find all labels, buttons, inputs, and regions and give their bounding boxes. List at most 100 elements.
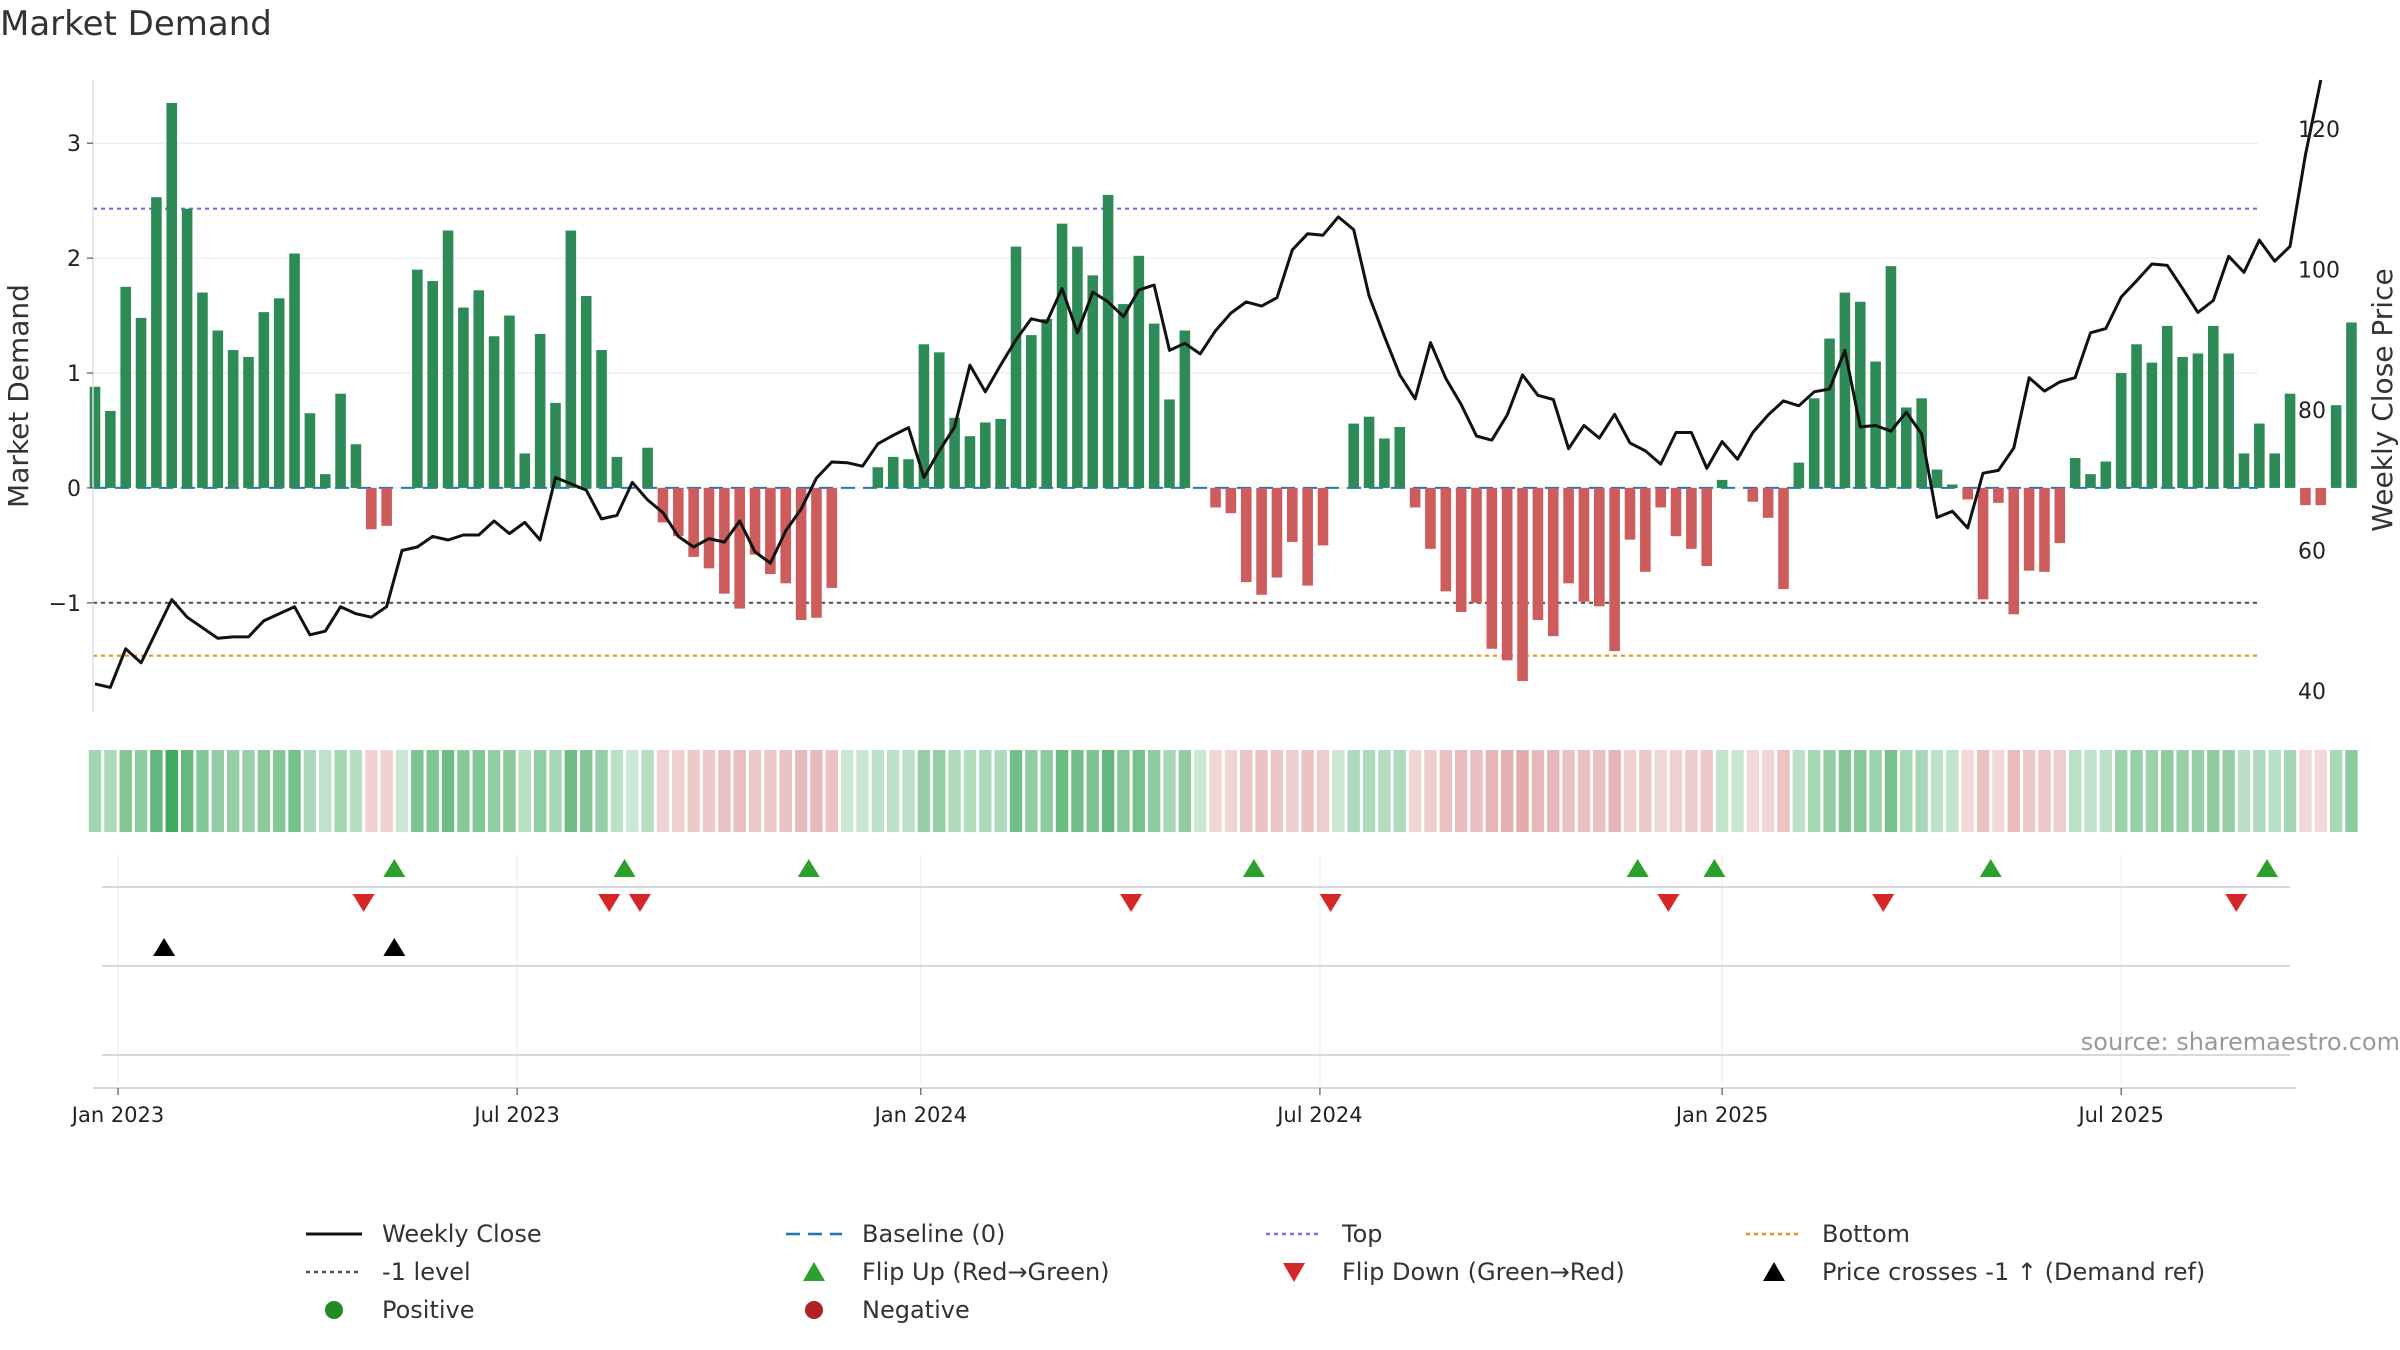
heat-cell: [2161, 750, 2174, 832]
flip-down-marker: [598, 894, 621, 912]
heat-cell: [365, 750, 378, 832]
positive-bar: [135, 317, 147, 488]
positive-bar: [212, 330, 224, 488]
heat-cell: [303, 750, 317, 832]
heat-cell: [1930, 750, 1944, 832]
heat-cell: [119, 750, 132, 832]
heat-cell: [1332, 750, 1345, 832]
positive-bar: [1947, 484, 1958, 488]
heat-cell: [549, 750, 562, 832]
negative-bar: [1762, 487, 1774, 518]
positive-bar: [903, 459, 914, 488]
heat-cell: [2022, 750, 2036, 832]
positive-bar: [1026, 335, 1037, 488]
reference-lines: [93, 207, 2258, 657]
heat-cell: [810, 750, 823, 832]
positive-bar: [1148, 323, 1160, 488]
negative-bar: [1977, 487, 1989, 600]
heat-cell: [180, 750, 194, 832]
negative-bar: [1440, 487, 1452, 592]
negative-bar: [734, 487, 745, 609]
heat-cell: [1976, 750, 1990, 832]
positive-bar: [289, 253, 300, 488]
heat-cell: [1101, 750, 1115, 832]
heat-cell: [2130, 750, 2143, 832]
demand-bars: [89, 102, 2357, 681]
positive-bar: [120, 286, 131, 488]
flip-up-marker: [1703, 859, 1726, 877]
legend-item: Bottom: [1740, 1217, 1910, 1251]
heat-cell: [779, 750, 792, 832]
positive-bar: [2177, 356, 2188, 488]
negative-bar: [1501, 487, 1513, 661]
heat-cell: [718, 750, 731, 832]
heat-cell: [2222, 750, 2235, 832]
heat-cell: [610, 750, 624, 832]
positive-bar: [642, 447, 653, 488]
positive-bar: [2208, 325, 2219, 488]
heat-cell: [2099, 750, 2113, 832]
positive-bar: [2192, 353, 2204, 488]
heat-cell: [1347, 750, 1360, 832]
heat-cell: [334, 750, 347, 832]
chart-canvas: −1 0 1 2 3 40 60 80 100 120 Market Demand Weekly Cl…: [2, 79, 2400, 1127]
heat-cell: [1470, 750, 1483, 832]
heat-cell: [411, 750, 424, 832]
negative-bar: [2300, 487, 2311, 506]
positive-bar: [1916, 398, 1927, 488]
legend-symbol: [805, 1301, 823, 1319]
heat-cell: [733, 750, 746, 832]
y2-tick-label: 60: [2298, 539, 2326, 564]
positive-bar: [872, 467, 884, 488]
positive-bar: [2146, 362, 2158, 488]
flip-up-marker: [613, 859, 636, 877]
legend-item: Flip Down (Green→Red): [1260, 1255, 1625, 1289]
heat-cell: [1761, 750, 1775, 832]
heat-cell: [288, 750, 301, 832]
negative-bar: [1425, 487, 1436, 549]
heat-cell: [1439, 750, 1452, 832]
heat-cell: [1915, 750, 1928, 832]
positive-bar: [1793, 462, 1805, 488]
legend-item: Baseline (0): [780, 1217, 1005, 1251]
chart-title: Market Demand: [0, 4, 272, 44]
negative-bar: [1655, 487, 1666, 508]
legend-circle-icon: [805, 1301, 823, 1319]
heat-cell: [1869, 750, 1882, 832]
heat-cell: [1055, 750, 1069, 832]
negative-bar: [1240, 487, 1252, 583]
heat-cell: [518, 750, 531, 832]
legend-symbol: [1266, 1232, 1322, 1236]
legend: Weekly Close Baseline (0) Top Bottom -1 leve…: [300, 1217, 2250, 1337]
x-axis: Jan 2023 Jul 2023 Jan 2024 Jul 2024 Jan 2025…: [70, 1087, 2296, 1127]
heat-cell: [580, 750, 593, 832]
heat-cell: [395, 750, 409, 832]
positive-bar: [2223, 353, 2234, 488]
heat-cell: [1117, 750, 1130, 832]
y-tick-label: 0: [67, 477, 81, 502]
y2-tick-label: 40: [2298, 680, 2326, 705]
weekly-close-line: [94, 79, 2323, 689]
legend-symbol: [1763, 1262, 1785, 1281]
flip-up-marker: [383, 859, 406, 877]
negative-bar: [1256, 487, 1267, 595]
heat-cell: [1025, 750, 1038, 832]
heat-cell: [2299, 750, 2312, 832]
positive-bar: [1839, 292, 1851, 488]
positive-bar: [1072, 246, 1083, 488]
negative-bar: [1547, 487, 1559, 637]
negative-bar: [1701, 487, 1713, 567]
positive-bar: [319, 474, 331, 488]
positive-bar: [2085, 474, 2096, 488]
legend-item: -1 level: [300, 1255, 471, 1289]
heat-cell: [902, 750, 915, 832]
heat-cell: [1746, 750, 1759, 832]
heat-cell: [1731, 750, 1744, 832]
heat-cell: [1224, 750, 1238, 832]
positive-bar: [1010, 246, 1022, 488]
heat-cell: [1378, 750, 1391, 832]
negative-bar: [1210, 487, 1221, 508]
legend-triangle-down-icon: [1283, 1263, 1305, 1282]
positive-bar: [105, 410, 116, 488]
flip-down-marker: [1319, 894, 1342, 912]
